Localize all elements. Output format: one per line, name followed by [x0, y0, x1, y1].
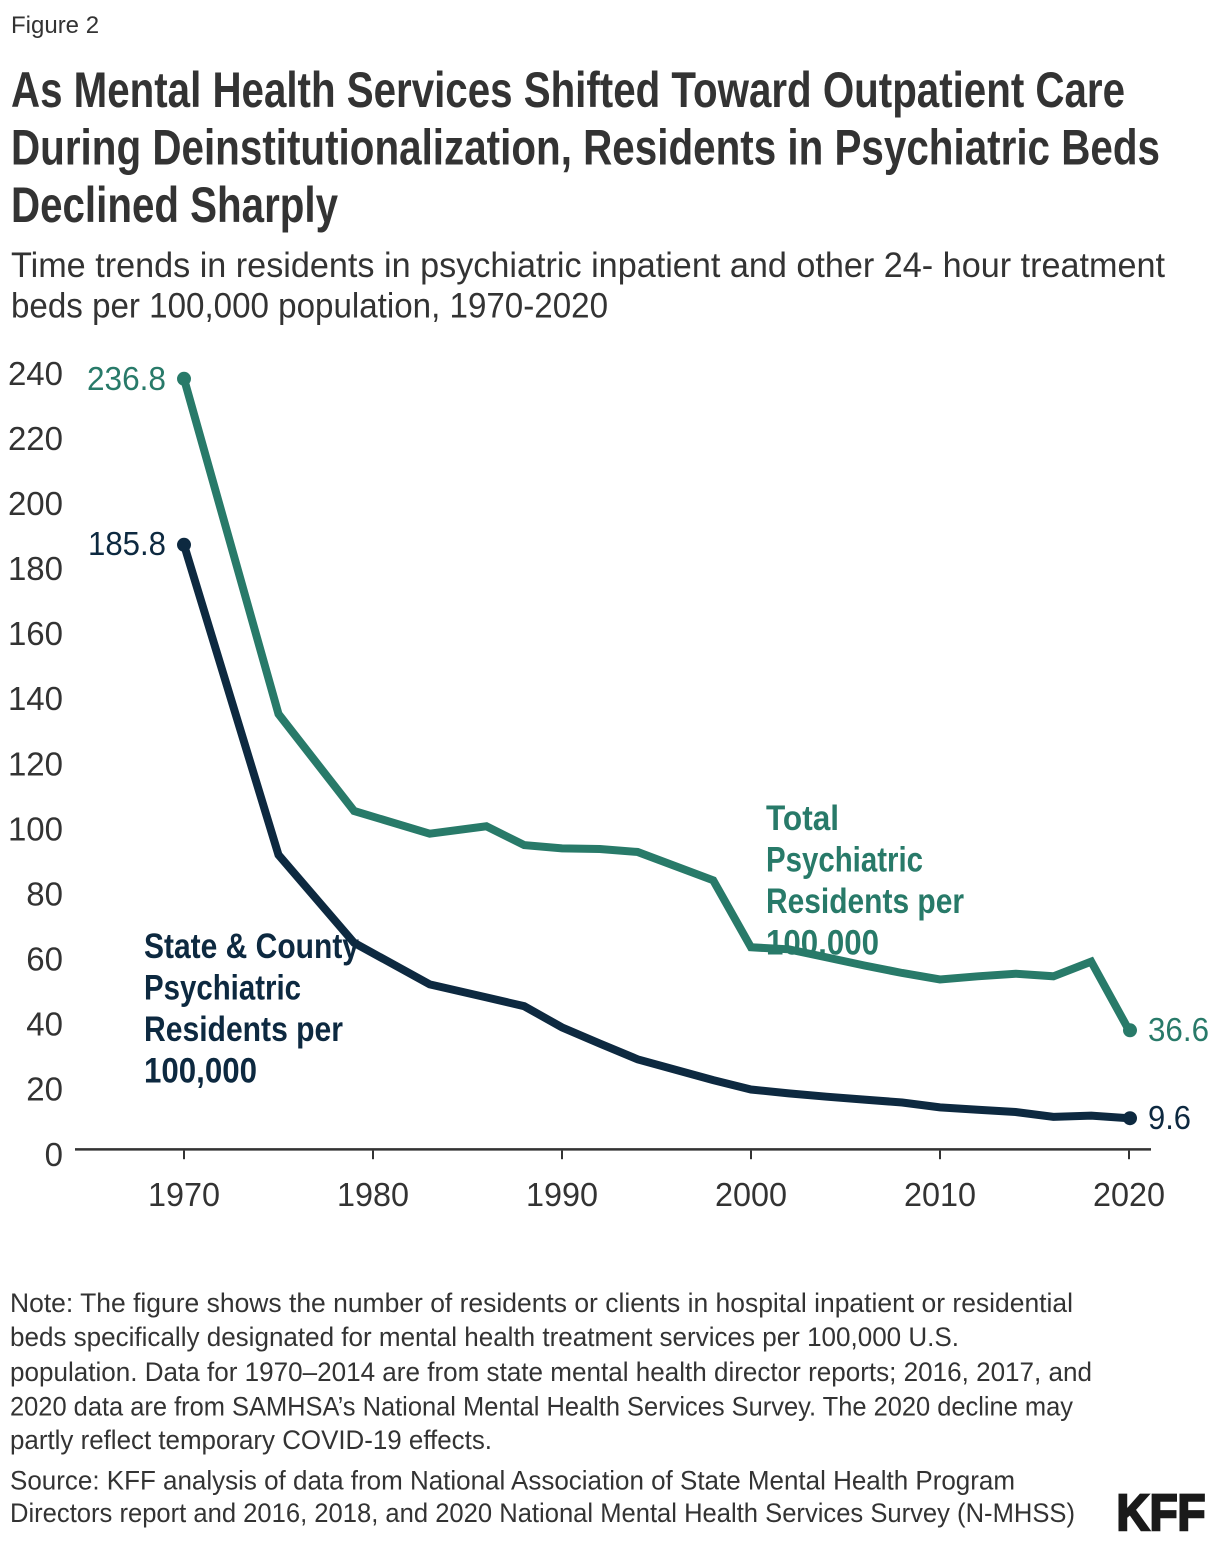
svg-text:partly reflect temporary COVID: partly reflect temporary COVID-19 effect… [10, 1425, 492, 1455]
svg-text:160: 160 [8, 615, 63, 652]
svg-text:1970: 1970 [148, 1176, 220, 1213]
svg-text:20: 20 [26, 1071, 63, 1108]
svg-text:1990: 1990 [526, 1176, 598, 1213]
svg-text:140: 140 [8, 680, 63, 717]
svg-text:2010: 2010 [904, 1176, 976, 1213]
svg-text:Source: KFF analysis of data f: Source: KFF analysis of data from Nation… [10, 1466, 1015, 1496]
svg-text:As Mental Health Services Shif: As Mental Health Services Shifted Toward… [11, 62, 1125, 118]
svg-text:40: 40 [26, 1006, 63, 1043]
svg-text:240: 240 [8, 355, 63, 392]
svg-text:100,000: 100,000 [144, 1052, 257, 1091]
svg-text:Time trends in residents in ps: Time trends in residents in psychiatric … [11, 246, 1165, 285]
svg-text:State & County: State & County [144, 927, 359, 966]
svg-text:beds per 100,000 population, 1: beds per 100,000 population, 1970-2020 [11, 287, 608, 326]
svg-text:9.6: 9.6 [1148, 1099, 1191, 1136]
svg-text:0: 0 [45, 1136, 63, 1173]
svg-text:80: 80 [26, 876, 63, 913]
svg-text:120: 120 [8, 745, 63, 782]
svg-text:60: 60 [26, 941, 63, 978]
svg-text:200: 200 [8, 485, 63, 522]
svg-text:KFF: KFF [1117, 1484, 1206, 1541]
svg-text:Declined Sharply: Declined Sharply [11, 177, 338, 233]
svg-text:Psychiatric: Psychiatric [766, 841, 923, 880]
svg-text:180: 180 [8, 550, 63, 587]
svg-text:During Deinstitutionalization,: During Deinstitutionalization, Residents… [11, 120, 1160, 176]
svg-text:2020 data are from SAMHSA’s Na: 2020 data are from SAMHSA’s National Men… [10, 1392, 1073, 1422]
svg-text:Residents per: Residents per [144, 1010, 343, 1049]
svg-text:185.8: 185.8 [88, 525, 166, 562]
svg-text:36.6: 36.6 [1148, 1011, 1209, 1048]
svg-text:Figure 2: Figure 2 [11, 12, 99, 39]
svg-text:236.8: 236.8 [87, 360, 166, 397]
svg-text:2000: 2000 [715, 1176, 787, 1213]
svg-text:100,000: 100,000 [766, 924, 879, 963]
svg-text:Residents per: Residents per [766, 882, 964, 921]
svg-text:Directors report and 2016, 201: Directors report and 2016, 2018, and 202… [10, 1498, 1075, 1528]
svg-text:1980: 1980 [337, 1176, 409, 1213]
svg-text:beds specifically designated f: beds specifically designated for mental … [10, 1322, 959, 1352]
svg-text:2020: 2020 [1093, 1176, 1165, 1213]
svg-text:Note: The figure shows the num: Note: The figure shows the number of res… [10, 1288, 1073, 1318]
svg-text:Psychiatric: Psychiatric [144, 969, 301, 1008]
svg-text:220: 220 [8, 420, 63, 457]
svg-text:100: 100 [8, 810, 63, 847]
svg-text:Total: Total [766, 799, 839, 838]
svg-text:population. Data for 1970–2014: population. Data for 1970–2014 are from … [10, 1357, 1092, 1387]
